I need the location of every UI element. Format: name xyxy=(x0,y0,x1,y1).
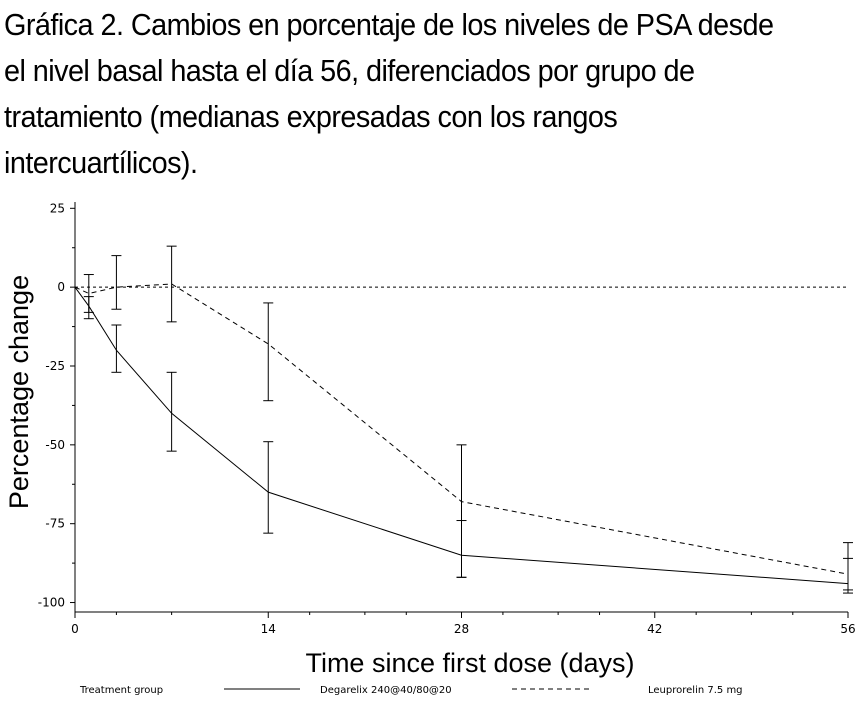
error-bar xyxy=(111,255,122,310)
y-tick-label: 25 xyxy=(50,201,65,215)
error-bar xyxy=(166,371,177,452)
error-bar xyxy=(456,444,467,578)
legend-label-leuprorelin: Leuprorelin 7.5 mg xyxy=(648,685,743,696)
error-bar xyxy=(263,302,274,402)
x-tick-label: 14 xyxy=(261,622,276,636)
error-bar xyxy=(263,441,274,534)
chart-title: Gráfica 2. Cambios en porcentaje de los … xyxy=(4,7,774,180)
error-bar xyxy=(111,324,122,373)
x-tick-label: 0 xyxy=(71,622,79,636)
x-tick-label: 42 xyxy=(647,622,662,636)
x-tick-label: 28 xyxy=(454,622,469,636)
legend-title: Treatment group xyxy=(79,685,163,696)
y-tick-label: 0 xyxy=(57,280,65,294)
x-tick-label: 56 xyxy=(840,622,855,636)
y-axis-title: Percentage change xyxy=(4,275,34,509)
y-tick-label: -50 xyxy=(45,438,65,452)
y-tick-label: -25 xyxy=(45,359,65,373)
legend-label-degarelix: Degarelix 240@40/80@20 xyxy=(320,685,452,696)
y-tick-label: -100 xyxy=(38,596,65,610)
error-bar xyxy=(843,542,853,594)
legend: Treatment group Degarelix 240@40/80@20 L… xyxy=(79,685,743,696)
error-bar xyxy=(166,245,177,323)
error-bar xyxy=(83,274,94,313)
x-axis-title: Time since first dose (days) xyxy=(305,648,634,678)
y-tick-label: -75 xyxy=(45,517,65,531)
